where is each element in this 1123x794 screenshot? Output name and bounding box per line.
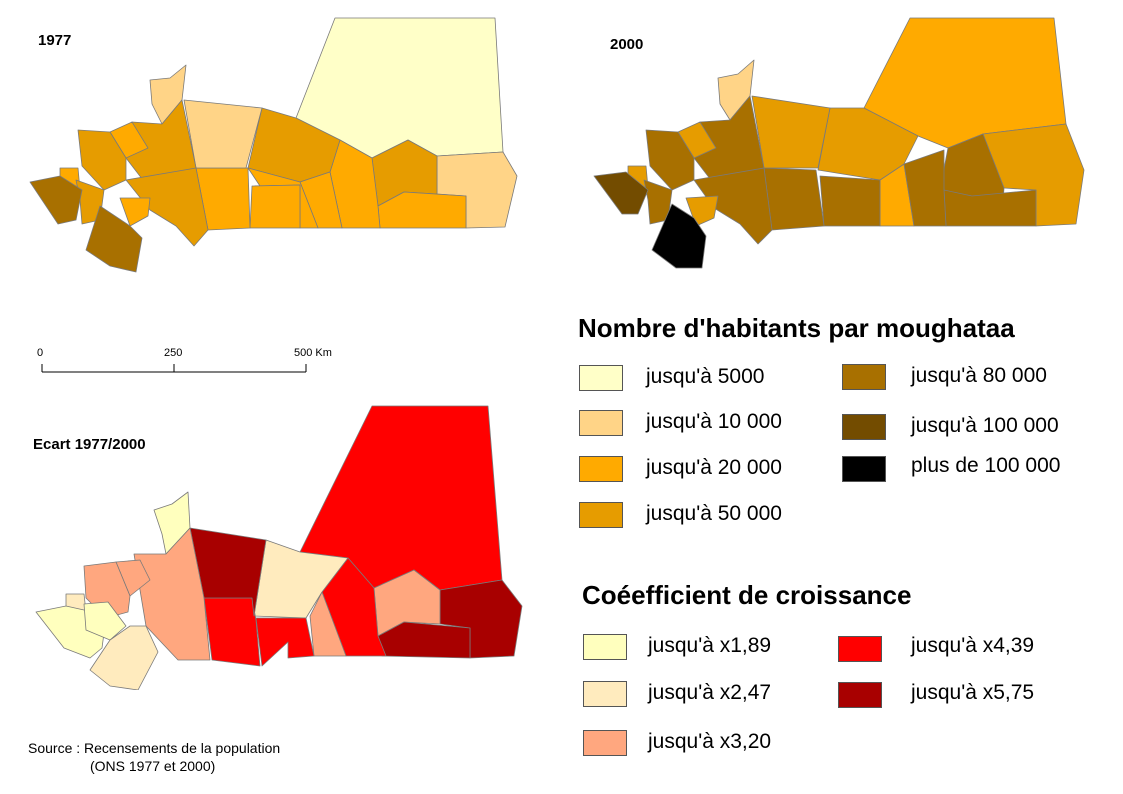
legend-label-pop-2: jusqu'à 10 000 xyxy=(646,410,782,433)
legend-label-pop-3: jusqu'à 20 000 xyxy=(646,456,782,479)
legend-swatch-pop-2 xyxy=(579,410,623,436)
legend-swatch-growth-5 xyxy=(838,682,882,708)
source-line-1: Source : Recensements de la population xyxy=(28,740,281,756)
map-title-1977: 1977 xyxy=(38,32,72,49)
legend-swatch-pop-5 xyxy=(842,364,886,390)
region-black xyxy=(651,203,707,269)
legend-swatch-pop-7 xyxy=(842,456,886,482)
map-title-ecart: Ecart 1977/2000 xyxy=(33,436,146,453)
scale-label-250: 250 xyxy=(164,347,182,359)
source-line-2: (ONS 1977 et 2000) xyxy=(90,758,216,774)
legend-label-growth-1: jusqu'à x1,89 xyxy=(648,634,772,657)
legend-swatch-pop-4 xyxy=(579,502,623,528)
legend-swatch-growth-3 xyxy=(583,730,627,756)
map-1977 xyxy=(29,17,518,273)
legend-swatch-growth-1 xyxy=(583,634,627,660)
legend-label-pop-6: jusqu'à 100 000 xyxy=(911,414,1059,437)
legend-label-growth-4: jusqu'à x4,39 xyxy=(911,634,1035,657)
legend-label-pop-1: jusqu'à 5000 xyxy=(646,365,765,388)
scale-label-500: 500 Km xyxy=(294,347,332,359)
legend-population-title: Nombre d'habitants par moughataa xyxy=(578,313,1015,343)
legend-swatch-growth-4 xyxy=(838,636,882,662)
legend-label-pop-7: plus de 100 000 xyxy=(911,454,1061,477)
legend-label-growth-5: jusqu'à x5,75 xyxy=(911,681,1035,704)
legend-swatch-pop-3 xyxy=(579,456,623,482)
legend-swatch-pop-6 xyxy=(842,414,886,440)
scale-bar: 0 250 500 Km xyxy=(37,347,332,373)
legend-label-pop-5: jusqu'à 80 000 xyxy=(911,364,1047,387)
legend-label-growth-3: jusqu'à x3,20 xyxy=(648,730,772,753)
map-title-2000: 2000 xyxy=(610,36,644,53)
legend-label-pop-4: jusqu'à 50 000 xyxy=(646,502,782,525)
map-2000 xyxy=(593,17,1085,269)
map-ecart xyxy=(35,405,523,690)
legend-growth-title: Coéefficient de croissance xyxy=(582,580,912,610)
legend-label-growth-2: jusqu'à x2,47 xyxy=(648,681,772,704)
legend-swatch-growth-2 xyxy=(583,681,627,707)
scale-label-0: 0 xyxy=(37,347,43,359)
legend-swatch-pop-1 xyxy=(579,365,623,391)
